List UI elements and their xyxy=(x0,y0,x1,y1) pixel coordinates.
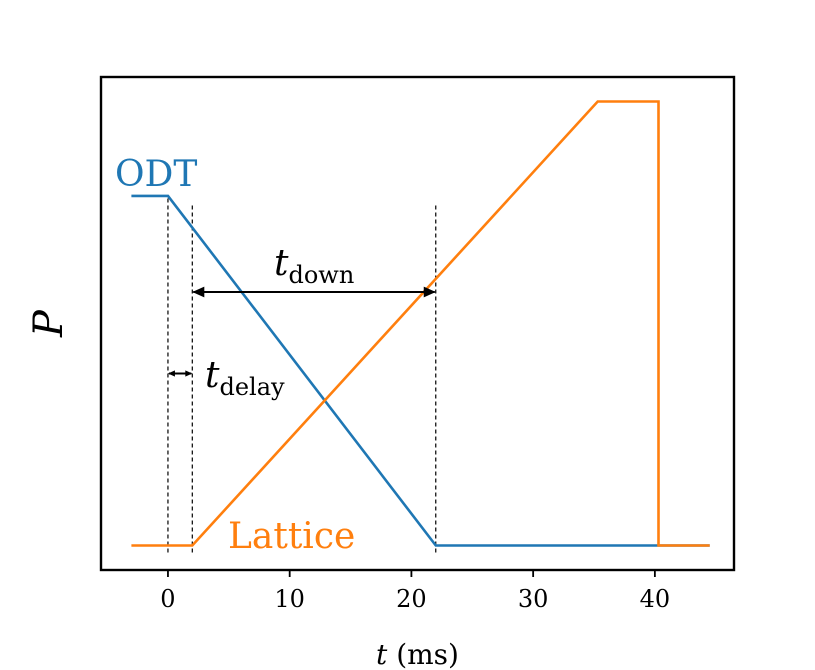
x-axis-label-unit: (ms) xyxy=(387,638,459,670)
annotation-t-down-main: t xyxy=(274,243,289,284)
plot-frame xyxy=(99,75,736,572)
arrow-t-down-head-left xyxy=(192,286,205,298)
series-line-lattice xyxy=(131,100,710,547)
x-axis-label: t (ms) xyxy=(376,638,459,670)
x-tick-label-10: 10 xyxy=(274,585,305,613)
arrow-t-down xyxy=(192,286,436,298)
annotation-t-down-sub: down xyxy=(288,261,354,289)
x-tick-label-40: 40 xyxy=(640,585,671,613)
tick-layer: 0 10 20 30 40 xyxy=(160,570,670,613)
series-label-odt: ODT xyxy=(115,154,197,195)
annotation-t-delay-main: t xyxy=(205,355,220,396)
x-axis-label-var: t xyxy=(376,638,388,670)
x-tick-label-30: 30 xyxy=(518,585,549,613)
plot-layer xyxy=(131,100,710,553)
arrow-t-delay-head-right xyxy=(185,370,193,377)
annotation-t-down: tdown xyxy=(274,243,354,289)
series-label-lattice: Lattice xyxy=(228,516,355,557)
arrow-t-delay xyxy=(167,370,193,377)
annotation-t-delay-sub: delay xyxy=(219,373,285,401)
series-line-odt xyxy=(131,194,710,547)
x-tick-label-0: 0 xyxy=(160,585,175,613)
annotation-t-delay: tdelay xyxy=(205,355,285,401)
arrow-t-down-head-right xyxy=(423,286,436,298)
x-tick-label-20: 20 xyxy=(396,585,427,613)
arrow-t-delay-head-left xyxy=(167,370,175,377)
y-axis-label: P xyxy=(26,309,72,338)
